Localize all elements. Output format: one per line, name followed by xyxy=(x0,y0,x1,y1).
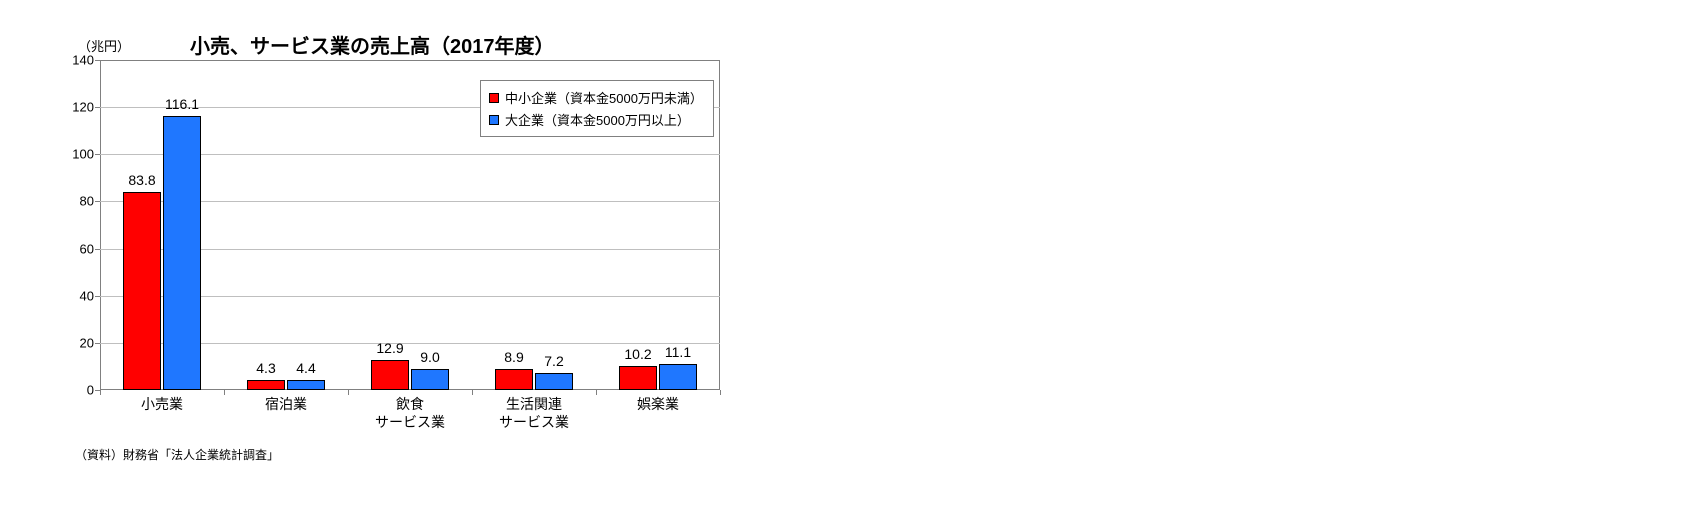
xtick-label: 飲食 サービス業 xyxy=(375,396,445,431)
ytick-label: 100 xyxy=(72,147,94,162)
ytick-label: 140 xyxy=(72,53,94,68)
xtick-mark xyxy=(224,390,225,395)
ytick-label: 120 xyxy=(72,100,94,115)
legend-item: 大企業（資本金5000万円以上） xyxy=(489,110,703,129)
bar xyxy=(163,116,201,390)
legend-swatch xyxy=(489,115,499,125)
xtick-label: 小売業 xyxy=(141,396,183,414)
bar-value-label: 4.3 xyxy=(256,360,275,376)
xtick-mark xyxy=(596,390,597,395)
legend: 中小企業（資本金5000万円未満） 大企業（資本金5000万円以上） xyxy=(480,80,714,137)
bar xyxy=(247,380,285,390)
xtick-mark xyxy=(100,390,101,395)
xtick-label: 娯楽業 xyxy=(637,396,679,414)
bar-value-label: 10.2 xyxy=(624,346,651,362)
ytick-label: 60 xyxy=(80,241,94,256)
bar-value-label: 8.9 xyxy=(504,349,523,365)
xtick-mark xyxy=(348,390,349,395)
source-label: （資料）財務省「法人企業統計調査」 xyxy=(75,446,279,463)
ytick-mark xyxy=(95,296,100,297)
bar xyxy=(287,380,325,390)
ytick-label: 40 xyxy=(80,288,94,303)
ytick-mark xyxy=(95,60,100,61)
legend-label: 大企業（資本金5000万円以上） xyxy=(505,110,690,129)
legend-label: 中小企業（資本金5000万円未満） xyxy=(505,88,703,107)
bar xyxy=(535,373,573,390)
bar-value-label: 83.8 xyxy=(128,172,155,188)
bar-value-label: 4.4 xyxy=(296,360,315,376)
bar-value-label: 7.2 xyxy=(544,353,563,369)
xtick-mark xyxy=(720,390,721,395)
legend-item: 中小企業（資本金5000万円未満） xyxy=(489,88,703,107)
bar xyxy=(495,369,533,390)
bar xyxy=(411,369,449,390)
bar-value-label: 11.1 xyxy=(665,344,691,360)
xtick-mark xyxy=(472,390,473,395)
bar xyxy=(619,366,657,390)
ytick-mark xyxy=(95,249,100,250)
page: （兆円） 小売、サービス業の売上高（2017年度） 02040608010012… xyxy=(0,0,1690,522)
xtick-label: 生活関連 サービス業 xyxy=(499,396,569,431)
xtick-label: 宿泊業 xyxy=(265,396,307,414)
bar-value-label: 9.0 xyxy=(420,349,439,365)
legend-swatch xyxy=(489,93,499,103)
ytick-mark xyxy=(95,107,100,108)
ytick-label: 20 xyxy=(80,335,94,350)
bar xyxy=(123,192,161,390)
bar-value-label: 116.1 xyxy=(165,96,199,112)
ytick-label: 0 xyxy=(87,383,94,398)
ytick-label: 80 xyxy=(80,194,94,209)
ytick-mark xyxy=(95,201,100,202)
ytick-mark xyxy=(95,154,100,155)
bar xyxy=(659,364,697,390)
bar xyxy=(371,360,409,390)
bar-value-label: 12.9 xyxy=(376,340,403,356)
chart-title: 小売、サービス業の売上高（2017年度） xyxy=(190,30,555,59)
bar-chart: （兆円） 小売、サービス業の売上高（2017年度） 02040608010012… xyxy=(60,20,780,490)
ytick-mark xyxy=(95,343,100,344)
